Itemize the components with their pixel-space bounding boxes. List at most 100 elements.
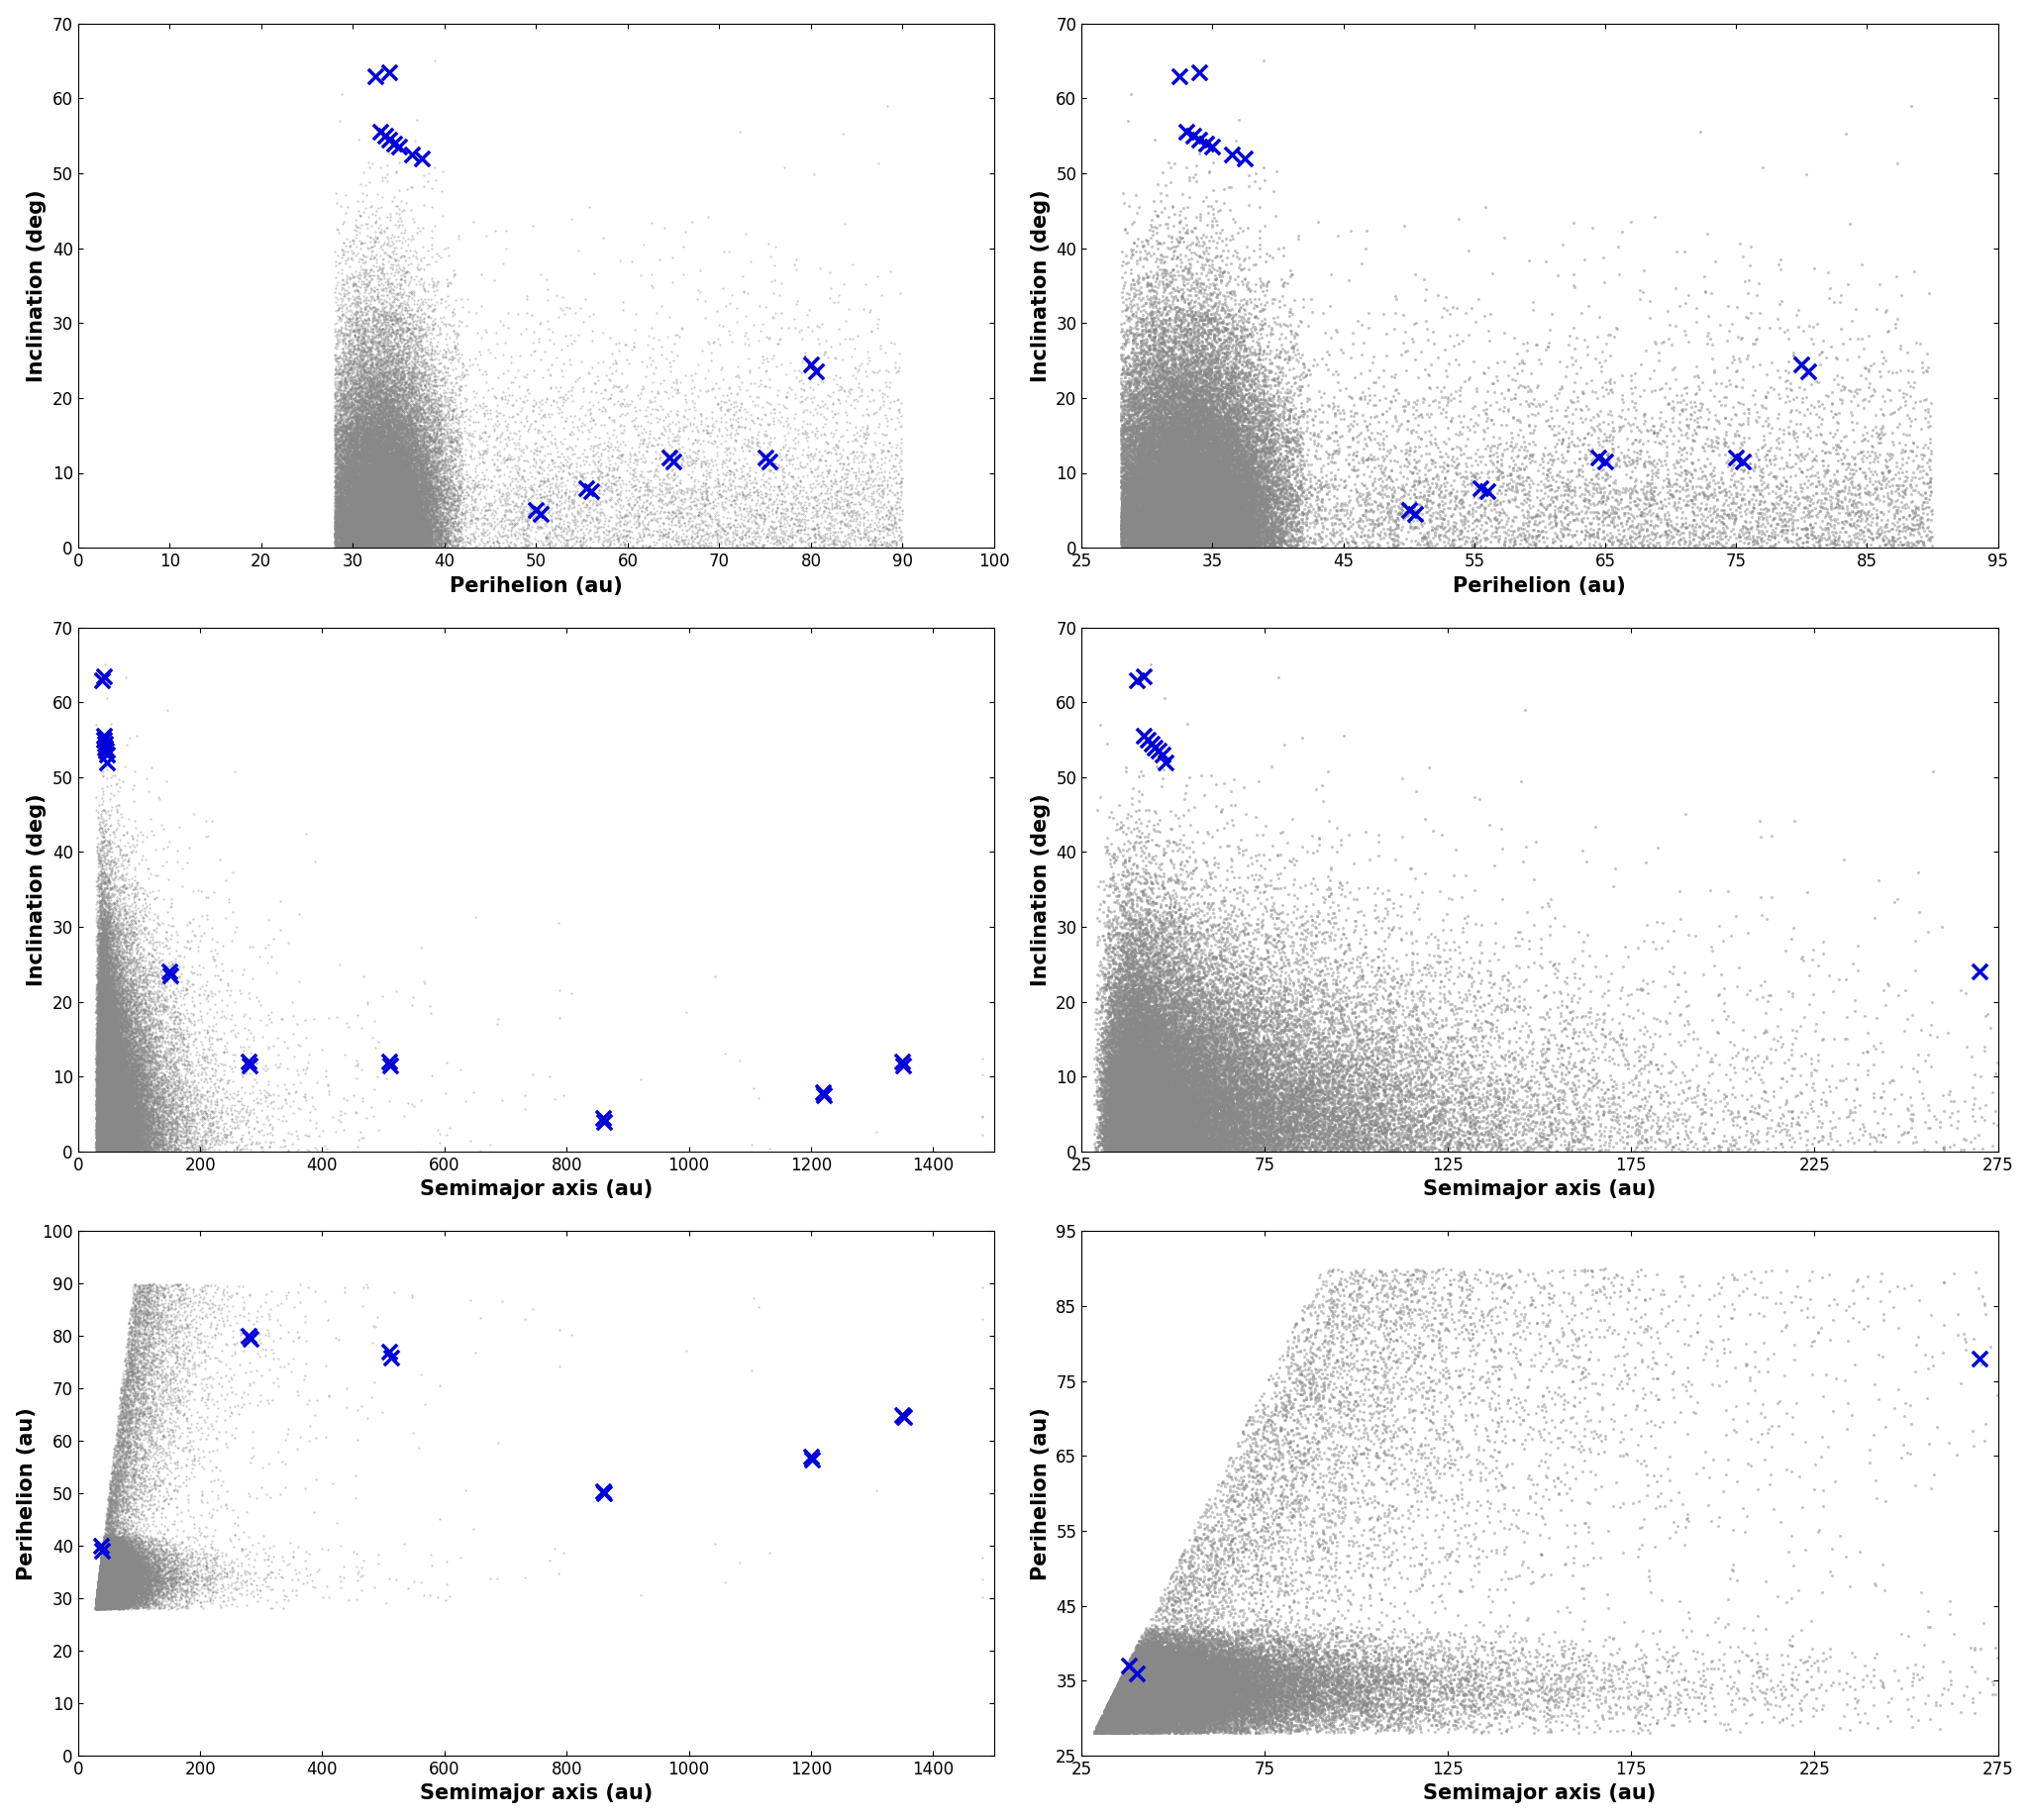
Point — [361, 282, 394, 311]
Point — [1283, 1711, 1315, 1740]
Point — [323, 353, 355, 382]
Point — [83, 1079, 116, 1108]
Point — [376, 490, 408, 519]
Point — [333, 530, 365, 559]
Point — [93, 1552, 126, 1582]
Point — [112, 1127, 144, 1156]
Point — [1131, 1665, 1163, 1694]
Point — [1173, 992, 1206, 1021]
Point — [91, 1572, 124, 1602]
Point — [1106, 1687, 1139, 1716]
Point — [1119, 1662, 1151, 1691]
Point — [378, 490, 410, 519]
Point — [1177, 522, 1210, 551]
Point — [374, 480, 406, 510]
Point — [122, 1580, 154, 1609]
Point — [1137, 1718, 1169, 1747]
Point — [1088, 1077, 1121, 1107]
Point — [1094, 1130, 1127, 1159]
Point — [392, 511, 424, 541]
Point — [120, 1046, 152, 1076]
Point — [1151, 1685, 1183, 1714]
Point — [91, 1110, 124, 1139]
Point — [1173, 519, 1206, 548]
Point — [1451, 424, 1484, 453]
Point — [357, 477, 390, 506]
Point — [1133, 1685, 1165, 1714]
Point — [1228, 446, 1261, 475]
Point — [1131, 1700, 1163, 1729]
Point — [363, 522, 396, 551]
Point — [1228, 482, 1261, 511]
Point — [359, 428, 392, 457]
Point — [85, 1107, 118, 1136]
Point — [1155, 504, 1188, 533]
Point — [351, 517, 384, 546]
Point — [1393, 1119, 1425, 1148]
Point — [116, 1360, 148, 1389]
Point — [1198, 976, 1230, 1005]
Point — [85, 1088, 118, 1117]
Point — [1397, 393, 1429, 422]
Point — [89, 1569, 122, 1598]
Point — [89, 1556, 122, 1585]
Point — [359, 457, 392, 486]
Point — [1287, 1704, 1320, 1733]
Point — [1141, 464, 1173, 493]
Point — [108, 1108, 140, 1138]
Point — [518, 477, 550, 506]
Point — [89, 1583, 122, 1613]
Point — [110, 1087, 142, 1116]
Point — [102, 1582, 134, 1611]
Point — [1161, 1059, 1194, 1088]
Point — [91, 1563, 124, 1592]
Point — [87, 1547, 120, 1576]
Point — [1094, 1714, 1127, 1744]
Point — [1244, 530, 1277, 559]
Point — [359, 293, 392, 322]
Point — [339, 1097, 371, 1127]
Point — [1116, 1691, 1149, 1720]
Point — [89, 1123, 122, 1152]
Point — [353, 446, 386, 475]
Point — [104, 1046, 136, 1076]
Point — [1102, 1685, 1135, 1714]
Point — [102, 1591, 134, 1620]
Point — [85, 1562, 118, 1591]
Point — [95, 1088, 128, 1117]
Point — [1200, 1087, 1232, 1116]
Point — [95, 1110, 128, 1139]
Point — [1228, 440, 1261, 470]
Point — [1129, 1028, 1161, 1057]
Point — [1112, 915, 1145, 945]
Point — [83, 1560, 116, 1589]
Point — [347, 513, 380, 542]
Point — [1202, 1072, 1234, 1101]
Point — [1413, 1416, 1445, 1445]
Point — [351, 470, 384, 499]
Point — [1376, 1334, 1409, 1363]
Point — [87, 1067, 120, 1096]
Point — [95, 1563, 128, 1592]
Point — [1116, 1108, 1149, 1138]
Point — [85, 1134, 118, 1163]
Point — [85, 945, 118, 974]
Point — [104, 937, 136, 966]
Point — [367, 466, 400, 495]
Point — [89, 1088, 122, 1117]
Point — [1123, 1660, 1155, 1689]
Point — [1159, 1704, 1192, 1733]
Point — [376, 320, 408, 349]
Point — [91, 1574, 124, 1603]
Point — [325, 453, 357, 482]
Point — [341, 502, 374, 531]
Point — [1183, 1127, 1216, 1156]
Point — [106, 1407, 138, 1436]
Point — [374, 431, 406, 460]
Point — [83, 1041, 116, 1070]
Point — [91, 1572, 124, 1602]
Point — [1145, 435, 1177, 464]
Point — [95, 1092, 128, 1121]
Point — [1200, 1662, 1232, 1691]
Point — [114, 999, 146, 1028]
